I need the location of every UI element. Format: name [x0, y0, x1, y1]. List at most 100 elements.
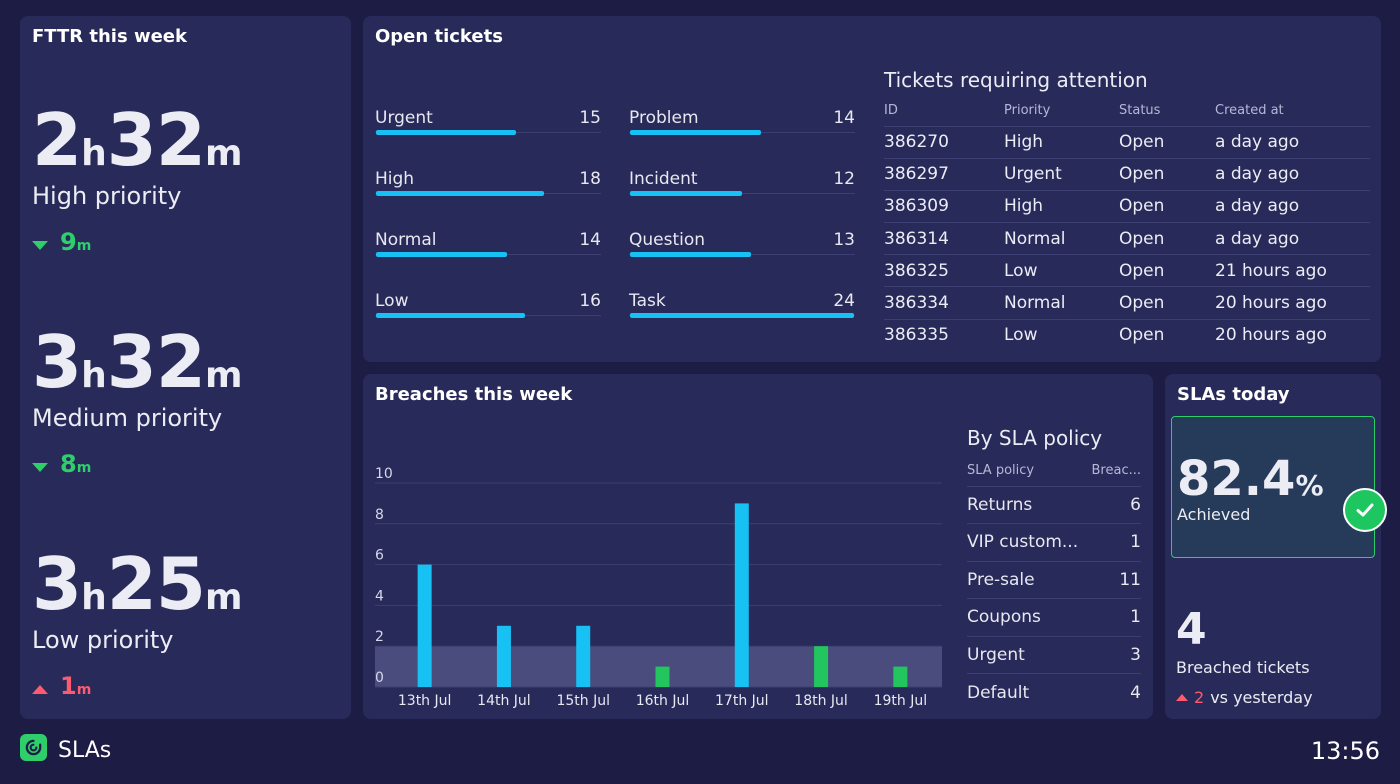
column-header: SLA policy — [967, 456, 1088, 487]
ticket-created: 21 hours ago — [1215, 254, 1370, 288]
table-row[interactable]: 386325 Low Open 21 hours ago — [884, 254, 1370, 288]
table-row[interactable]: Urgent 3 — [967, 636, 1141, 674]
column-header: ID — [884, 96, 1004, 127]
table-row[interactable]: 386270 High Open a day ago — [884, 126, 1370, 159]
column-header: Breac... — [1087, 456, 1141, 487]
bar-label: Normal — [375, 230, 437, 250]
policy-table: SLA policy Breac... Returns 6 VIP custom.… — [967, 456, 1141, 711]
fttr-high-delta: 9m — [32, 228, 242, 256]
ticket-priority: Normal — [1004, 286, 1119, 320]
bar-value: 12 — [833, 169, 855, 189]
ticket-status: Open — [1119, 158, 1215, 191]
bar — [734, 503, 749, 687]
policy-name: Urgent — [967, 636, 1088, 674]
bar — [893, 666, 908, 687]
x-tick-label: 17th Jul — [715, 693, 769, 709]
policy-name: Returns — [967, 486, 1088, 524]
y-tick-label: 8 — [375, 507, 384, 523]
ticket-id: 386335 — [884, 325, 949, 346]
y-tick-label: 2 — [375, 629, 384, 645]
bar — [576, 625, 591, 687]
trend-up-icon — [32, 685, 48, 694]
ticket-created: 20 hours ago — [1215, 325, 1327, 346]
policy-count: 6 — [1087, 486, 1141, 524]
policy-name: Pre-sale — [967, 561, 1088, 599]
column-header: Status — [1119, 96, 1215, 127]
bar — [417, 564, 432, 687]
bar-fill — [630, 191, 742, 196]
bar-value: 15 — [579, 108, 601, 128]
ticket-created: a day ago — [1215, 222, 1370, 256]
policy-count: 11 — [1087, 561, 1141, 599]
breached-delta-value: 2 — [1194, 688, 1205, 707]
table-row[interactable]: 386309 High Open a day ago — [884, 190, 1370, 224]
x-tick-label: 14th Jul — [477, 693, 531, 709]
table-header-row: ID Priority Status Created at — [884, 96, 1370, 127]
trend-up-icon — [1176, 694, 1188, 701]
ticket-id: 386297 — [884, 158, 1004, 191]
sla-achieved-card: 82.4% Achieved — [1171, 416, 1375, 558]
ticket-priority: Normal — [1004, 222, 1119, 256]
table-row[interactable]: 386297 Urgent Open a day ago — [884, 158, 1370, 191]
ticket-created: 20 hours ago — [1215, 286, 1370, 320]
ticket-status: Open — [1119, 254, 1215, 288]
table-row[interactable]: 386314 Normal Open a day ago — [884, 222, 1370, 256]
ticket-created: a day ago — [1215, 190, 1370, 224]
table-row[interactable]: 386334 Normal Open 20 hours ago — [884, 286, 1370, 320]
table-row[interactable]: Pre-sale 11 — [967, 561, 1141, 599]
policy-count: 3 — [1087, 636, 1141, 674]
trend-down-icon — [32, 463, 48, 472]
fttr-medium-time: 3h32m — [32, 320, 243, 404]
breaches-panel: Breaches this week 0 2 4 6 8 10 13th Jul 14th J… — [363, 374, 1153, 719]
policy-count: 4 — [1130, 682, 1141, 703]
table-row[interactable]: Default 4 — [967, 674, 1141, 712]
bar-track — [629, 193, 855, 194]
priority-bar-normal: Normal 14 — [375, 230, 601, 270]
y-tick-label: 6 — [375, 548, 384, 564]
ticket-created: a day ago — [1215, 158, 1370, 191]
bar-value: 14 — [579, 230, 601, 250]
ticket-priority: Low — [1004, 325, 1038, 346]
sla-achieved-label: Achieved — [1177, 505, 1251, 524]
type-bar-incident: Incident 12 — [629, 169, 855, 209]
ticket-created: a day ago — [1215, 126, 1370, 159]
bar-fill — [630, 252, 752, 257]
priority-bar-low: Low 16 — [375, 291, 601, 331]
bar-fill — [630, 313, 854, 318]
y-tick-label: 4 — [375, 588, 384, 604]
ticket-priority: High — [1004, 126, 1119, 159]
policy-count: 1 — [1087, 523, 1141, 562]
table-row[interactable]: VIP custom... 1 — [967, 523, 1141, 562]
fttr-medium: 3h32m Medium priority 8m — [32, 326, 242, 478]
table-row[interactable]: 386335 Low Open 20 hours ago — [884, 319, 1370, 351]
fttr-low-delta: 1m — [32, 672, 242, 700]
x-tick-label: 16th Jul — [636, 693, 690, 709]
table-row[interactable]: Returns 6 — [967, 486, 1141, 524]
table-row[interactable]: Coupons 1 — [967, 598, 1141, 637]
priority-bar-high: High 18 — [375, 169, 601, 209]
attention-title: Tickets requiring attention — [884, 68, 1148, 92]
check-icon — [1343, 488, 1387, 532]
policy-name: VIP custom... — [967, 523, 1088, 562]
policy-name: Coupons — [967, 598, 1088, 637]
slas-today-title: SLAs today — [1177, 384, 1290, 405]
fttr-panel: FTTR this week 2h32m High priority 9m 3h… — [20, 16, 351, 719]
bar-value: 18 — [579, 169, 601, 189]
bar-fill — [376, 191, 544, 196]
bar — [814, 646, 829, 687]
bar-label: High — [375, 169, 415, 189]
fttr-high-label: High priority — [32, 182, 182, 210]
x-tick-label: 13th Jul — [398, 693, 452, 709]
bar-fill — [376, 252, 507, 257]
ticket-status: Open — [1119, 126, 1215, 159]
bar-fill — [376, 313, 526, 318]
ticket-id: 386325 — [884, 254, 1004, 288]
fttr-medium-label: Medium priority — [32, 404, 223, 432]
policy-name: Default — [967, 682, 1030, 703]
ticket-id: 386270 — [884, 126, 1004, 159]
table-header-row: SLA policy Breac... — [967, 456, 1141, 487]
ticket-status: Open — [1119, 286, 1215, 320]
ticket-status: Open — [1119, 325, 1165, 346]
fttr-high-time: 2h32m — [32, 98, 243, 182]
fttr-title: FTTR this week — [32, 26, 187, 47]
